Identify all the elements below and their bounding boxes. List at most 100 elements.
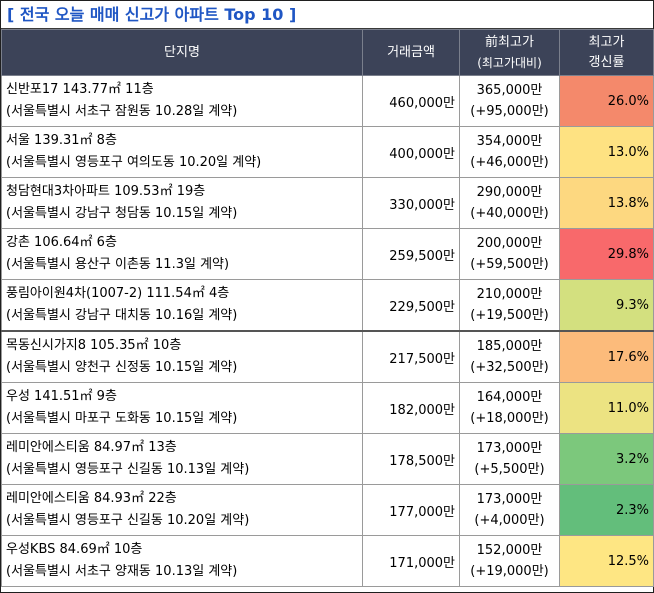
price-cell: 217,500만 [362, 330, 460, 383]
rate-cell: 29.8% [559, 228, 654, 280]
price-cell: 182,000만 [362, 382, 460, 434]
prev-high-cell: 185,000만 (+32,500만) [459, 330, 560, 383]
complex-name: 레미안에스티움 84.93㎡ 22층 [6, 491, 177, 506]
rate-cell: 13.0% [559, 126, 654, 178]
complex-location: (서울특별시 양천구 신정동 10.15일 계약) [6, 360, 238, 375]
complex-cell: 레미안에스티움 84.93㎡ 22층 (서울특별시 영등포구 신길동 10.20일… [1, 484, 363, 536]
prev-high-diff: (+32,500만) [470, 360, 549, 375]
table-row: 강촌 106.64㎡ 6층 (서울특별시 용산구 이촌동 11.3일 계약) 259… [1, 228, 654, 280]
complex-cell: 풍림아이원4차(1007-2) 111.54㎡ 4층 (서울특별시 강남구 대치동… [1, 279, 363, 332]
prev-high-value: 290,000만 [476, 185, 543, 200]
header-price-label: 거래금액 [387, 44, 435, 60]
prev-high-value: 210,000만 [476, 287, 543, 302]
table-row: 목동신시가지8 105.35㎡ 10층 (서울특별시 양천구 신정동 10.15일… [1, 330, 654, 383]
price-cell: 178,500만 [362, 433, 460, 485]
table-row: 우성 141.51㎡ 9층 (서울특별시 마포구 도화동 10.15일 계약) 18… [1, 382, 654, 434]
rate-cell: 9.3% [559, 279, 654, 332]
prev-high-diff: (+18,000만) [470, 411, 549, 426]
apartment-table: 단지명 거래금액 前최고가 (최고가대비) 최고가 갱신률 신반포17 143.… [1, 29, 654, 587]
price-cell: 229,500만 [362, 279, 460, 332]
complex-name: 청담현대3차아파트 109.53㎡ 19층 [6, 184, 206, 199]
complex-location: (서울특별시 강남구 청담동 10.15일 계약) [6, 206, 238, 221]
prev-high-value: 164,000만 [476, 390, 543, 405]
complex-name: 강촌 106.64㎡ 6층 [6, 235, 117, 250]
price-cell: 171,000만 [362, 535, 460, 587]
rate-cell: 12.5% [559, 535, 654, 587]
complex-location: (서울특별시 마포구 도화동 10.15일 계약) [6, 411, 238, 426]
header-row: 단지명 거래금액 前최고가 (최고가대비) 최고가 갱신률 [1, 29, 654, 76]
prev-high-diff: (+19,500만) [470, 308, 549, 323]
complex-name: 우성KBS 84.69㎡ 10층 [6, 542, 143, 557]
prev-high-value: 173,000만 [476, 441, 543, 456]
prev-high-value: 173,000만 [476, 492, 543, 507]
prev-high-cell: 200,000만 (+59,500만) [459, 228, 560, 280]
header-rate-line1: 최고가 [588, 34, 625, 50]
price-cell: 259,500만 [362, 228, 460, 280]
complex-location: (서울특별시 서초구 잠원동 10.28일 계약) [6, 104, 238, 119]
prev-high-cell: 290,000만 (+40,000만) [459, 177, 560, 229]
table-row: 청담현대3차아파트 109.53㎡ 19층 (서울특별시 강남구 청담동 10.1… [1, 177, 654, 229]
complex-cell: 강촌 106.64㎡ 6층 (서울특별시 용산구 이촌동 11.3일 계약) [1, 228, 363, 280]
complex-cell: 목동신시가지8 105.35㎡ 10층 (서울특별시 양천구 신정동 10.15일… [1, 330, 363, 383]
prev-high-cell: 164,000만 (+18,000만) [459, 382, 560, 434]
prev-high-diff: (+19,000만) [470, 564, 549, 579]
table-row: 우성KBS 84.69㎡ 10층 (서울특별시 서초구 양재동 10.13일 계약… [1, 535, 654, 587]
table-row: 레미안에스티움 84.97㎡ 13층 (서울특별시 영등포구 신길동 10.13일… [1, 433, 654, 485]
prev-high-value: 200,000만 [476, 236, 543, 251]
rate-cell: 13.8% [559, 177, 654, 229]
table-row: 레미안에스티움 84.93㎡ 22층 (서울특별시 영등포구 신길동 10.20일… [1, 484, 654, 536]
prev-high-cell: 354,000만 (+46,000만) [459, 126, 560, 178]
price-cell: 330,000만 [362, 177, 460, 229]
rate-cell: 11.0% [559, 382, 654, 434]
rate-cell: 3.2% [559, 433, 654, 485]
prev-high-diff: (+46,000만) [470, 155, 549, 170]
complex-cell: 우성KBS 84.69㎡ 10층 (서울특별시 서초구 양재동 10.13일 계약… [1, 535, 363, 587]
table-row: 서울 139.31㎡ 8층 (서울특별시 영등포구 여의도동 10.20일 계약)… [1, 126, 654, 178]
prev-high-value: 365,000만 [476, 83, 543, 98]
rate-cell: 2.3% [559, 484, 654, 536]
prev-high-value: 152,000만 [476, 543, 543, 558]
complex-cell: 레미안에스티움 84.97㎡ 13층 (서울특별시 영등포구 신길동 10.13일… [1, 433, 363, 485]
price-cell: 400,000만 [362, 126, 460, 178]
complex-location: (서울특별시 영등포구 신길동 10.13일 계약) [6, 462, 250, 477]
complex-location: (서울특별시 영등포구 여의도동 10.20일 계약) [6, 155, 262, 170]
complex-cell: 청담현대3차아파트 109.53㎡ 19층 (서울특별시 강남구 청담동 10.1… [1, 177, 363, 229]
price-cell: 177,000만 [362, 484, 460, 536]
rate-cell: 26.0% [559, 75, 654, 127]
header-rate: 최고가 갱신률 [559, 29, 654, 76]
complex-location: (서울특별시 영등포구 신길동 10.20일 계약) [6, 513, 250, 528]
header-prev-high-line1: 前최고가 [485, 34, 534, 50]
header-complex-label: 단지명 [164, 44, 200, 60]
complex-cell: 서울 139.31㎡ 8층 (서울특별시 영등포구 여의도동 10.20일 계약) [1, 126, 363, 178]
rate-cell: 17.6% [559, 330, 654, 383]
complex-cell: 우성 141.51㎡ 9층 (서울특별시 마포구 도화동 10.15일 계약) [1, 382, 363, 434]
complex-name: 우성 141.51㎡ 9층 [6, 389, 117, 404]
prev-high-diff: (+95,000만) [470, 104, 549, 119]
complex-location: (서울특별시 강남구 대치동 10.16일 계약) [6, 308, 238, 323]
page-title: [ 전국 오늘 매매 신고가 아파트 Top 10 ] [1, 1, 653, 29]
header-price: 거래금액 [362, 29, 460, 76]
prev-high-cell: 152,000만 (+19,000만) [459, 535, 560, 587]
complex-name: 목동신시가지8 105.35㎡ 10층 [6, 338, 182, 353]
complex-location: (서울특별시 용산구 이촌동 11.3일 계약) [6, 257, 230, 272]
complex-name: 풍림아이원4차(1007-2) 111.54㎡ 4층 [6, 286, 230, 301]
prev-high-diff: (+59,500만) [470, 257, 549, 272]
prev-high-value: 185,000만 [476, 339, 543, 354]
prev-high-diff: (+5,500만) [474, 462, 545, 477]
header-prev-high: 前최고가 (최고가대비) [459, 29, 560, 76]
price-cell: 460,000만 [362, 75, 460, 127]
prev-high-cell: 365,000만 (+95,000만) [459, 75, 560, 127]
prev-high-diff: (+4,000만) [474, 513, 545, 528]
prev-high-cell: 210,000만 (+19,500만) [459, 279, 560, 332]
header-rate-line2: 갱신률 [588, 54, 625, 70]
header-prev-high-line2: (최고가대비) [477, 55, 542, 70]
complex-name: 신반포17 143.77㎡ 11층 [6, 82, 154, 97]
table-row: 신반포17 143.77㎡ 11층 (서울특별시 서초구 잠원동 10.28일 계… [1, 75, 654, 127]
complex-name: 레미안에스티움 84.97㎡ 13층 [6, 440, 177, 455]
prev-high-value: 354,000만 [476, 134, 543, 149]
prev-high-diff: (+40,000만) [470, 206, 549, 221]
table-row: 풍림아이원4차(1007-2) 111.54㎡ 4층 (서울특별시 강남구 대치동… [1, 279, 654, 332]
header-complex: 단지명 [1, 29, 363, 76]
complex-location: (서울특별시 서초구 양재동 10.13일 계약) [6, 564, 238, 579]
